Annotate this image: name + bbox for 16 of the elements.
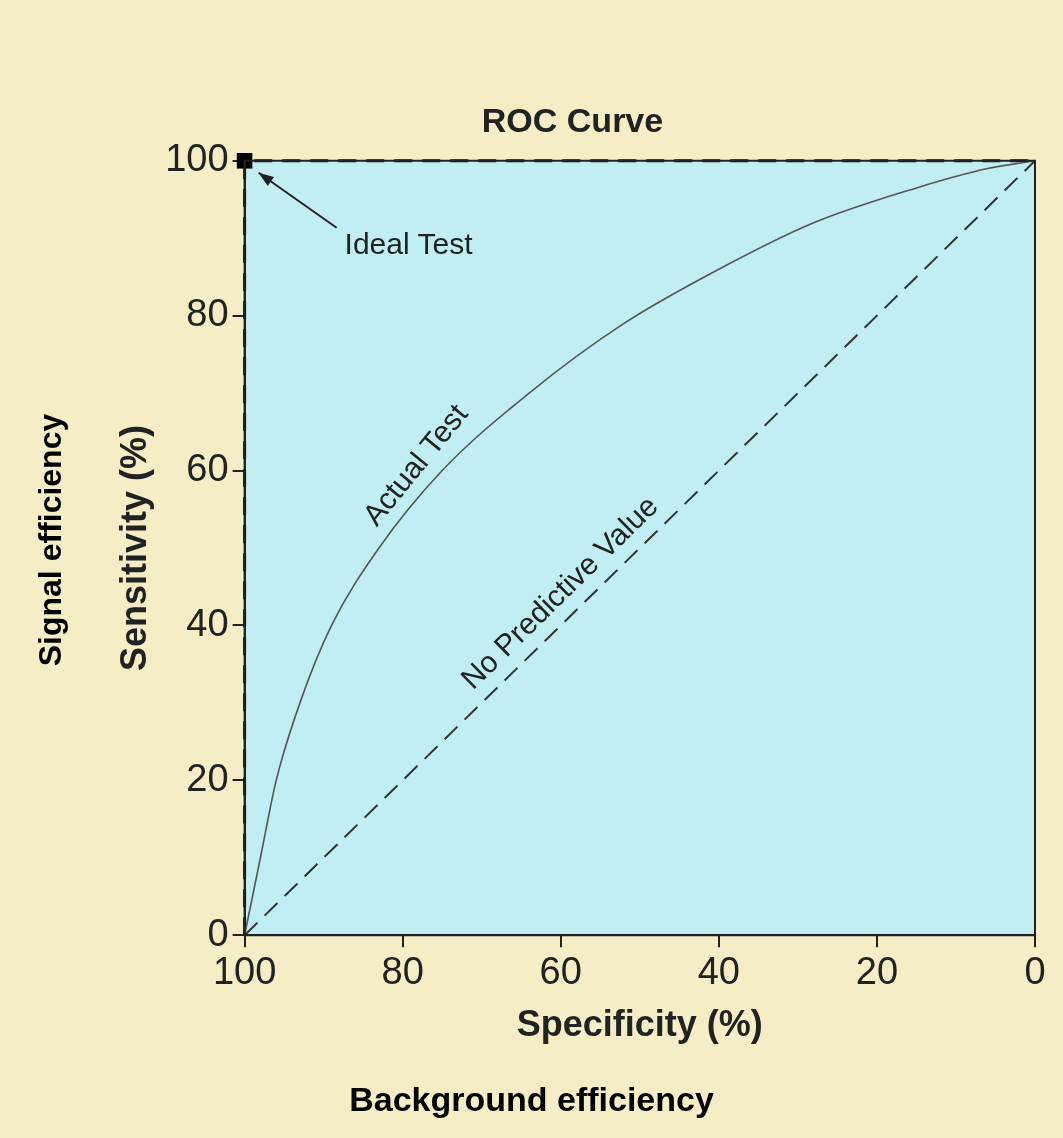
- chart-title: ROC Curve: [481, 100, 664, 139]
- x-axis-title: Specificity (%): [516, 1003, 763, 1045]
- text: Background efficiency: [348, 1080, 715, 1119]
- x-tick-label: 0: [1024, 950, 1046, 993]
- x-tick-label: 80: [381, 950, 424, 993]
- annotation: Ideal Test: [344, 227, 474, 261]
- y-tick-label: 40: [186, 601, 229, 644]
- x-tick-label: 60: [539, 950, 582, 993]
- y-axis-title: Sensitivity (%): [112, 424, 154, 672]
- x-tick-label: 20: [855, 950, 899, 993]
- y-tick-label: 100: [165, 137, 229, 180]
- y-tick-label: 20: [186, 756, 229, 799]
- x-tick-label: 40: [697, 950, 740, 993]
- y-tick-label: 80: [186, 292, 229, 335]
- text: Signal efficiency: [31, 413, 69, 667]
- y-tick-label: 60: [186, 447, 229, 490]
